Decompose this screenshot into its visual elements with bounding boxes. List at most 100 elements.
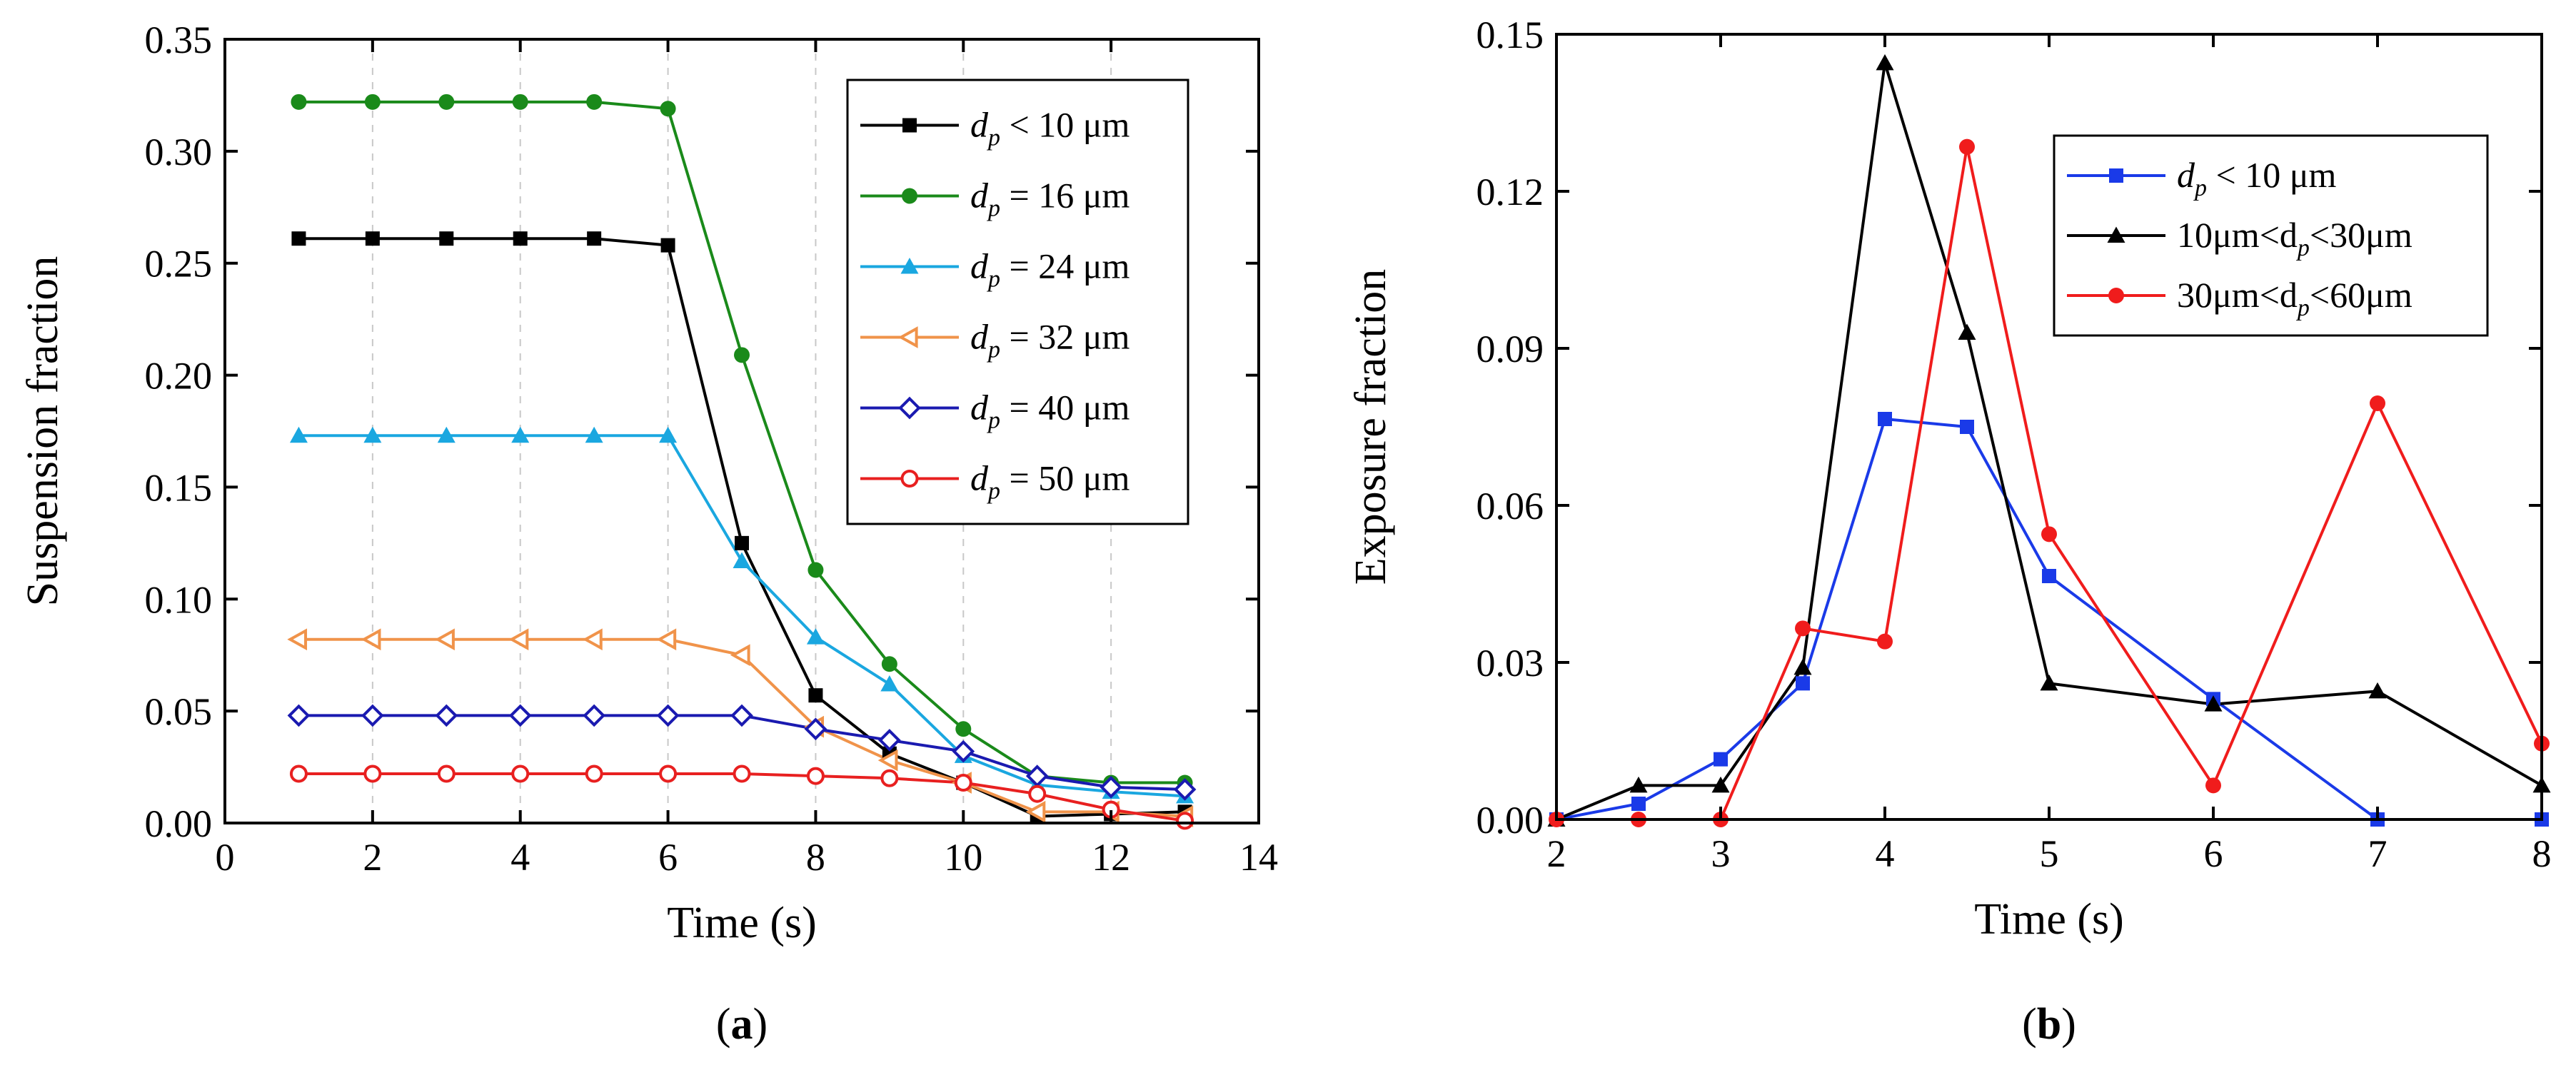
y-tick-label: 0.05 xyxy=(145,690,213,733)
y-tick-label: 0.35 xyxy=(145,19,213,61)
data-point-s5-4 xyxy=(585,764,603,783)
legend-box xyxy=(846,79,1189,525)
data-point-s0-5 xyxy=(660,238,675,253)
data-point-s1-7 xyxy=(2204,695,2223,712)
data-point-s0-4 xyxy=(587,231,602,246)
data-point-s1-4 xyxy=(586,94,603,110)
data-point-s3-4 xyxy=(583,628,603,651)
data-point-s5-0 xyxy=(289,764,308,783)
data-point-s1-8 xyxy=(881,656,897,672)
data-point-s1-4 xyxy=(1876,54,1894,71)
data-point-s4-4 xyxy=(583,704,605,727)
y-axis-title: Suspension fraction xyxy=(19,256,67,607)
y-tick-label: 0.15 xyxy=(1476,14,1544,56)
x-tick-label: 0 xyxy=(216,836,235,879)
data-point-s4-12 xyxy=(1173,778,1197,801)
data-point-s0-5 xyxy=(1960,420,1974,434)
x-tick-label: 6 xyxy=(658,836,678,879)
x-tick-label: 4 xyxy=(1876,832,1895,875)
data-point-s4-9 xyxy=(952,740,975,763)
data-point-s4-5 xyxy=(656,704,680,727)
x-tick-label: 7 xyxy=(2368,832,2388,875)
data-point-s1-6 xyxy=(734,347,750,363)
data-point-s4-11 xyxy=(1100,775,1122,799)
data-point-s0-6 xyxy=(2042,569,2056,583)
y-tick-label: 0.00 xyxy=(145,802,213,845)
legend-label-4: dp = 40 μm xyxy=(970,388,1130,434)
legend-label-1: dp = 16 μm xyxy=(970,176,1130,222)
data-point-s3-1 xyxy=(361,628,381,651)
data-point-s4-3 xyxy=(508,704,532,727)
data-point-s2-1 xyxy=(363,426,382,443)
data-point-s1-5 xyxy=(1958,323,1976,340)
series-line-0 xyxy=(1556,418,2542,821)
y-tick-label: 0.12 xyxy=(1476,171,1544,213)
data-point-s2-5 xyxy=(659,426,678,443)
data-point-s1-1 xyxy=(1629,776,1648,793)
data-point-s5-6 xyxy=(733,764,751,783)
panel-a-chart: 0 2 4 6 8 10 12 14 0.00 0.05 0.10 0.15 0.20 0.25 0.30 0… xyxy=(19,19,1278,1049)
data-point-s1-3 xyxy=(512,94,528,110)
x-tick-label: 4 xyxy=(510,836,530,879)
data-point-s2-4 xyxy=(1877,633,1893,650)
x-tick-label: 3 xyxy=(1711,832,1731,875)
data-point-s1-0 xyxy=(291,94,307,110)
y-axis-title: Exposure fraction xyxy=(1347,269,1395,585)
x-axis-title: Time (s) xyxy=(1974,895,2124,944)
data-point-s1-6 xyxy=(2040,674,2058,691)
data-point-s1-9 xyxy=(955,721,972,737)
legend-label-1: 10μm<dp<30μm xyxy=(2177,215,2413,261)
data-point-s2-7 xyxy=(806,628,825,645)
legend-marker-0 xyxy=(902,118,917,133)
data-point-s4-8 xyxy=(878,729,901,752)
legend-marker-1 xyxy=(2107,226,2125,243)
data-point-s2-6 xyxy=(733,552,751,568)
x-tick-label: 2 xyxy=(1547,832,1566,875)
data-point-s3-5 xyxy=(656,628,677,651)
series-line-1 xyxy=(1556,61,2542,821)
data-point-s3-8 xyxy=(877,749,898,772)
x-tick-label: 12 xyxy=(1092,836,1130,879)
data-point-s0-6 xyxy=(735,535,749,550)
legend-marker-2 xyxy=(2108,288,2124,303)
data-point-s4-0 xyxy=(287,704,311,727)
y-tick-label: 0.03 xyxy=(1476,642,1544,685)
legend-label-2: dp = 24 μm xyxy=(970,246,1130,293)
data-point-s3-10 xyxy=(1025,800,1046,823)
x-tick-label: 14 xyxy=(1239,836,1278,879)
x-axis-title: Time (s) xyxy=(667,899,817,947)
panel-b-chart: 2 3 4 5 6 7 8 0.00 0.03 0.06 0.09 0.12 0.15 Time (s) E… xyxy=(1347,14,2552,1049)
data-point-s0-3 xyxy=(1796,676,1810,691)
panel-caption: (a) xyxy=(716,1000,768,1049)
data-point-s2-8 xyxy=(880,675,899,692)
data-point-s1-2 xyxy=(438,94,455,110)
legend-label-3: dp = 32 μm xyxy=(970,317,1130,363)
y-tick-label: 0.10 xyxy=(145,578,213,621)
data-point-s0-2 xyxy=(439,231,454,246)
data-point-s2-8 xyxy=(2370,395,2385,411)
legend-marker-0 xyxy=(2109,168,2123,183)
legend-label-0: dp < 10 μm xyxy=(2177,155,2337,201)
data-point-s0-4 xyxy=(1878,412,1892,426)
data-point-s2-5 xyxy=(1959,138,1975,155)
y-tick-label: 0.25 xyxy=(145,243,213,286)
data-point-s4-1 xyxy=(361,704,384,727)
data-point-s3-2 xyxy=(435,628,455,651)
legend-marker-1 xyxy=(902,188,917,204)
y-tick-label: 0.09 xyxy=(1476,328,1544,370)
data-point-s0-1 xyxy=(365,231,380,246)
legend-marker-3 xyxy=(897,326,918,348)
data-point-s0-7 xyxy=(808,688,823,703)
legend-label-0: dp < 10 μm xyxy=(970,105,1130,151)
data-point-s3-3 xyxy=(508,628,529,651)
data-point-s1-3 xyxy=(1793,658,1812,675)
x-tick-label: 2 xyxy=(363,836,382,879)
data-point-s4-6 xyxy=(730,704,753,727)
data-point-s5-10 xyxy=(1028,784,1047,803)
legend-label-5: dp = 50 μm xyxy=(970,458,1130,505)
data-point-s5-12 xyxy=(1176,812,1194,830)
data-point-s1-1 xyxy=(364,94,381,110)
data-point-s5-2 xyxy=(437,764,456,783)
x-tick-label: 8 xyxy=(806,836,825,879)
